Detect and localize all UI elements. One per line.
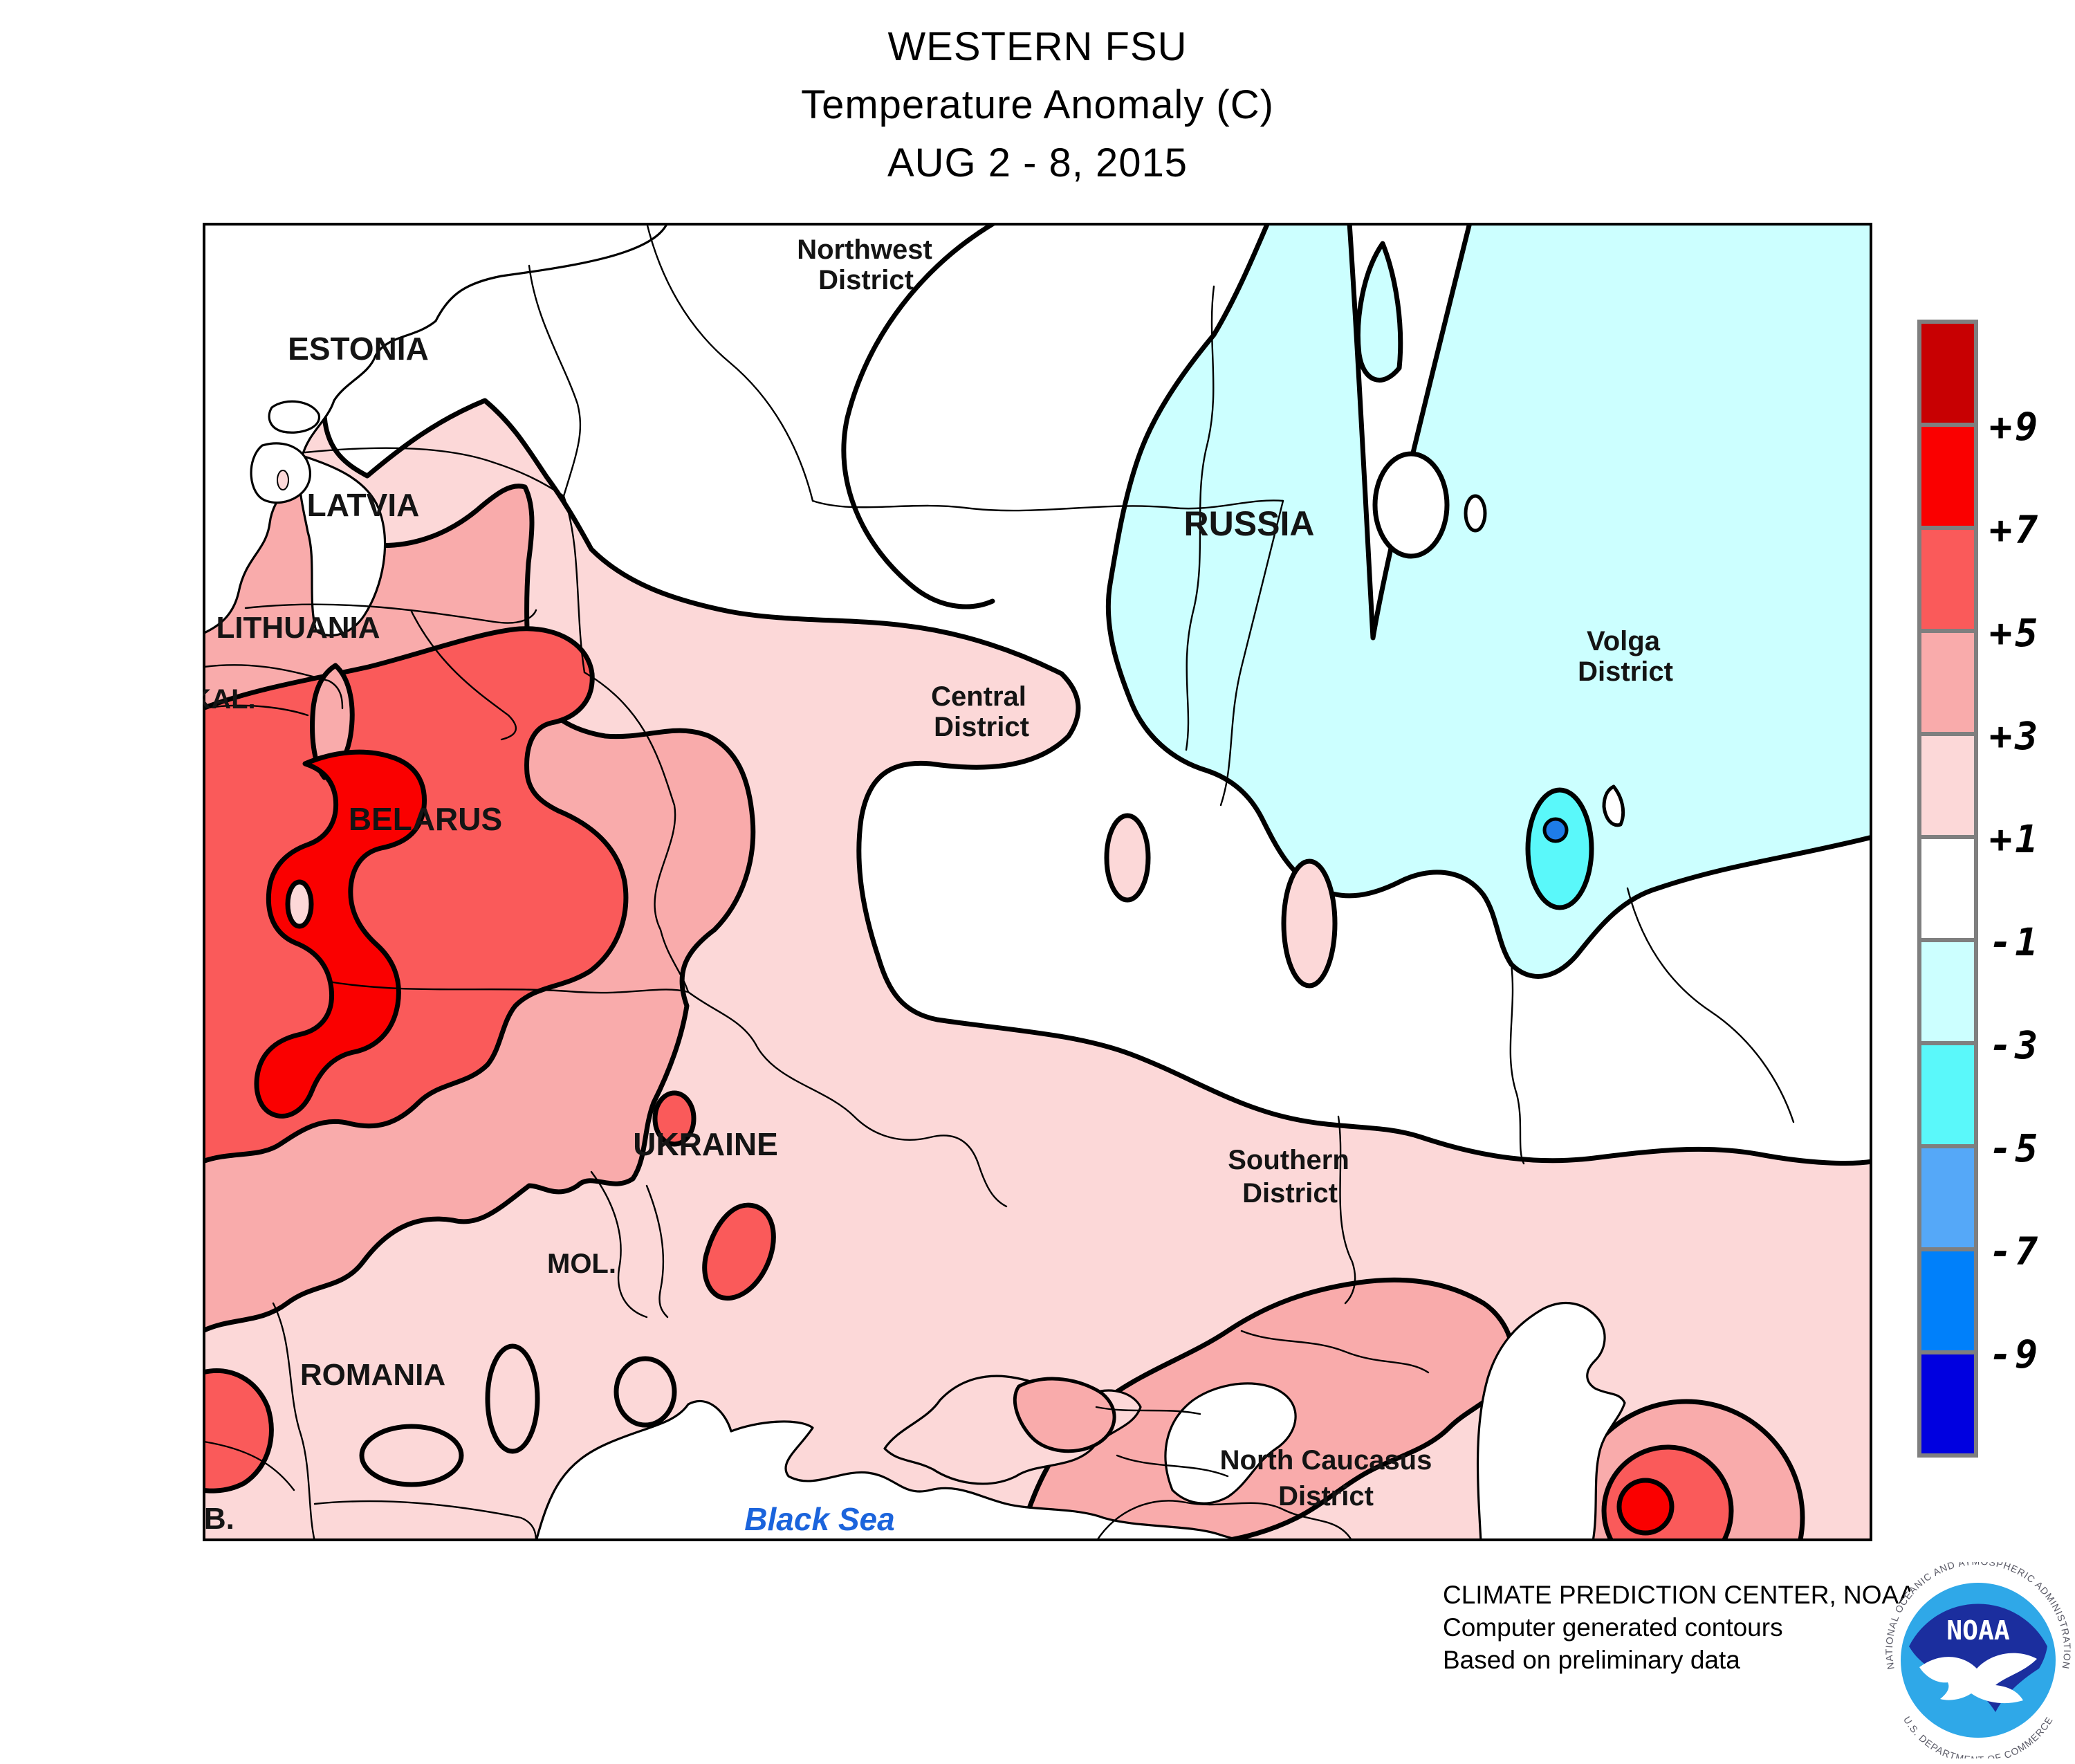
map-label-district: District bbox=[934, 712, 1029, 742]
legend-cell-0 bbox=[1921, 324, 1974, 423]
title-line-variable: Temperature Anomaly (C) bbox=[801, 82, 1274, 127]
map-labels: NorthwestDistrictESTONIALATVIALITHUANIAK… bbox=[203, 235, 1673, 1537]
pale-oval-mid bbox=[1104, 813, 1151, 903]
map-label-mol-: MOL. bbox=[547, 1249, 616, 1279]
legend-label--7: -7 bbox=[1989, 1229, 2041, 1274]
legend-label--3: -3 bbox=[1989, 1023, 2041, 1067]
baltic-sea bbox=[203, 223, 669, 635]
map-label-north-caucasus: North Caucasus bbox=[1220, 1445, 1432, 1476]
hotspot-red-core bbox=[1616, 1478, 1675, 1536]
title-line-region: WESTERN FSU bbox=[887, 24, 1188, 69]
black-sea bbox=[535, 1399, 1250, 1541]
map-label-southern: Southern bbox=[1228, 1145, 1349, 1175]
legend-cell-10 bbox=[1921, 1350, 1974, 1453]
legend-label-+9: +9 bbox=[1989, 405, 2041, 449]
legend-label-+5: +5 bbox=[1989, 611, 2041, 655]
map-label-black-sea: Black Sea bbox=[744, 1501, 894, 1537]
legend-label--1: -1 bbox=[1989, 920, 2041, 964]
map-label-district: District bbox=[1578, 656, 1673, 687]
legend-cell-6 bbox=[1921, 938, 1974, 1041]
map-label-lithuania: LITHUANIA bbox=[216, 611, 380, 645]
map-label-volga: Volga bbox=[1587, 626, 1661, 656]
anomaly-map: NorthwestDistrictESTONIALATVIALITHUANIAK… bbox=[203, 223, 1872, 1541]
attribution-datanote: Based on preliminary data bbox=[1443, 1646, 1740, 1674]
white-ring-oval-small bbox=[1464, 494, 1487, 533]
contour-pinch bbox=[841, 223, 997, 609]
map-title: WESTERN FSU Temperature Anomaly (C) AUG … bbox=[415, 18, 1660, 192]
legend-cell-7 bbox=[1921, 1041, 1974, 1144]
title-line-daterange: AUG 2 - 8, 2015 bbox=[887, 140, 1188, 185]
legend-colorbar bbox=[1917, 320, 1978, 1458]
map-label-district: District bbox=[1278, 1481, 1374, 1512]
map-label-rb-: RB. bbox=[203, 1502, 234, 1536]
map-label-central: Central bbox=[931, 681, 1026, 712]
region-minus5-dot bbox=[1542, 817, 1569, 843]
logo-navy-field bbox=[1909, 1604, 2047, 1712]
region-plus5-ukraine-lobe bbox=[702, 1202, 776, 1301]
attribution-source: CLIMATE PREDICTION CENTER, NOAA bbox=[1443, 1581, 1916, 1609]
region-minus1-east bbox=[1105, 223, 1872, 979]
country-borders bbox=[203, 223, 1795, 1541]
attribution-method: Computer generated contours bbox=[1443, 1613, 1783, 1642]
legend-cell-9 bbox=[1921, 1247, 1974, 1350]
legend-label-+1: +1 bbox=[1989, 817, 2041, 861]
map-label-district: District bbox=[818, 265, 914, 295]
legend-label--5: -5 bbox=[1989, 1126, 2041, 1170]
legend-cell-1 bbox=[1921, 423, 1974, 526]
legend-cell-5 bbox=[1921, 835, 1974, 938]
attribution: CLIMATE PREDICTION CENTER, NOAA Computer… bbox=[1443, 1579, 1916, 1676]
region-plus7-core bbox=[254, 749, 427, 1119]
gulf-of-riga bbox=[298, 454, 387, 637]
white-teardrop bbox=[1602, 784, 1625, 827]
map-label-belarus: BELARUS bbox=[349, 801, 502, 837]
map-label-russia: RUSSIA bbox=[1184, 504, 1315, 543]
legend-label-+3: +3 bbox=[1989, 714, 2041, 758]
legend-cell-4 bbox=[1921, 732, 1974, 835]
crimea-pink-patch bbox=[1013, 1377, 1116, 1453]
legend-cell-2 bbox=[1921, 526, 1974, 629]
white-ring-oval bbox=[1372, 451, 1450, 559]
map-label-estonia: ESTONIA bbox=[288, 331, 429, 367]
cyan-teardrop-in-notch bbox=[1356, 241, 1403, 383]
region-plus5-ukraine-oval bbox=[652, 1090, 697, 1147]
map-label-romania: ROMANIA bbox=[300, 1358, 445, 1392]
map-label-kal-: KAL. bbox=[203, 684, 256, 715]
map-canvas: NorthwestDistrictESTONIALATVIALITHUANIAK… bbox=[203, 223, 1872, 1541]
legend-label-+7: +7 bbox=[1989, 508, 2041, 552]
map-label-district: District bbox=[1242, 1178, 1338, 1209]
map-frame bbox=[203, 223, 1872, 1541]
region-minus3-oval bbox=[1525, 787, 1594, 910]
region-plus5-romania bbox=[203, 1368, 274, 1494]
logo-seagull-icon bbox=[1919, 1653, 2037, 1704]
legend-cell-3 bbox=[1921, 629, 1974, 732]
map-label-northwest: Northwest bbox=[797, 235, 932, 265]
caspian-sea bbox=[1476, 1302, 1626, 1541]
pale-patch-romania-1 bbox=[485, 1343, 540, 1454]
pale-oval-in-core bbox=[285, 879, 314, 929]
noaa-logo: NOAA NATIONAL OCEANIC AND ATMOSPHERIC AD… bbox=[1881, 1562, 2075, 1758]
pale-patch-romania-2 bbox=[614, 1356, 677, 1428]
map-label-latvia: LATVIA bbox=[307, 487, 420, 523]
logo-acronym: NOAA bbox=[1946, 1615, 2010, 1646]
legend-label--9: -9 bbox=[1989, 1332, 2041, 1377]
pale-finger-south bbox=[1281, 858, 1338, 989]
pale-patch-romania-3 bbox=[359, 1424, 464, 1487]
legend-cell-8 bbox=[1921, 1144, 1974, 1247]
island-hiiumaa bbox=[268, 400, 320, 434]
pink-islet bbox=[277, 470, 289, 490]
map-label-ukraine: UKRAINE bbox=[633, 1126, 778, 1162]
